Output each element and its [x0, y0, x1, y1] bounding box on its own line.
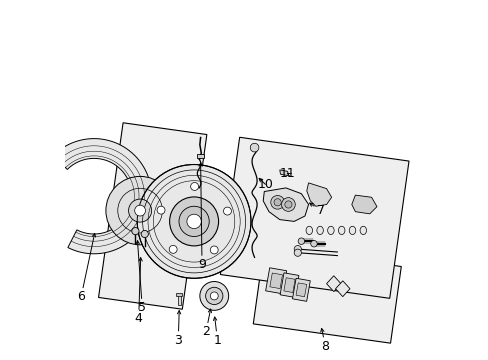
Polygon shape: [284, 278, 295, 293]
Circle shape: [298, 238, 304, 244]
Circle shape: [141, 230, 148, 238]
Text: 8: 8: [320, 328, 329, 353]
Circle shape: [157, 206, 164, 214]
Circle shape: [210, 292, 218, 300]
Circle shape: [179, 206, 209, 237]
Polygon shape: [253, 247, 401, 343]
Ellipse shape: [305, 226, 312, 235]
Circle shape: [137, 165, 250, 278]
Polygon shape: [292, 278, 310, 301]
Circle shape: [210, 246, 218, 254]
Text: 5: 5: [136, 241, 146, 314]
Polygon shape: [351, 195, 376, 214]
Polygon shape: [265, 268, 286, 294]
Circle shape: [294, 249, 301, 256]
Text: 9: 9: [198, 163, 205, 271]
Polygon shape: [220, 137, 408, 298]
Polygon shape: [326, 276, 340, 292]
Polygon shape: [306, 183, 331, 206]
Circle shape: [169, 197, 218, 246]
Circle shape: [169, 246, 177, 253]
Polygon shape: [53, 139, 151, 254]
Bar: [177, 294, 181, 305]
Text: 6: 6: [77, 234, 95, 303]
Circle shape: [270, 195, 284, 209]
Circle shape: [106, 176, 174, 245]
Circle shape: [281, 198, 295, 211]
Polygon shape: [263, 188, 308, 221]
Text: 4: 4: [135, 258, 142, 325]
Circle shape: [134, 205, 145, 216]
Polygon shape: [295, 283, 306, 297]
Circle shape: [310, 240, 317, 247]
Circle shape: [132, 228, 139, 235]
Bar: [197, 154, 204, 158]
Text: 1: 1: [213, 317, 221, 347]
Circle shape: [186, 214, 201, 229]
Polygon shape: [99, 123, 206, 309]
Polygon shape: [335, 281, 349, 297]
Text: 10: 10: [257, 178, 273, 191]
Circle shape: [128, 199, 151, 222]
Polygon shape: [269, 273, 282, 289]
Ellipse shape: [338, 226, 344, 235]
Text: 3: 3: [174, 311, 182, 347]
Text: 2: 2: [202, 309, 211, 338]
Ellipse shape: [348, 226, 355, 235]
Circle shape: [223, 207, 231, 215]
Text: 7: 7: [309, 203, 324, 217]
Circle shape: [273, 199, 281, 206]
Circle shape: [190, 183, 198, 190]
Circle shape: [250, 143, 258, 152]
Circle shape: [200, 282, 228, 310]
Circle shape: [205, 287, 223, 305]
Polygon shape: [279, 170, 288, 176]
Polygon shape: [280, 273, 298, 297]
Circle shape: [294, 246, 301, 253]
Ellipse shape: [359, 226, 366, 235]
Text: 11: 11: [279, 167, 295, 180]
Circle shape: [284, 201, 291, 208]
Bar: [175, 293, 182, 296]
Ellipse shape: [316, 226, 323, 235]
Ellipse shape: [327, 226, 333, 235]
